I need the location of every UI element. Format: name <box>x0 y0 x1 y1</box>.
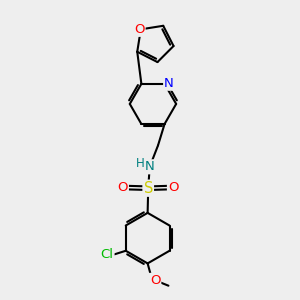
Text: N: N <box>164 77 174 90</box>
Text: H: H <box>136 157 145 170</box>
Text: O: O <box>117 181 128 194</box>
Text: N: N <box>145 160 154 173</box>
Text: O: O <box>168 181 178 194</box>
Text: S: S <box>143 181 153 196</box>
Text: O: O <box>134 23 145 36</box>
Text: O: O <box>150 274 160 287</box>
Text: Cl: Cl <box>100 248 113 261</box>
